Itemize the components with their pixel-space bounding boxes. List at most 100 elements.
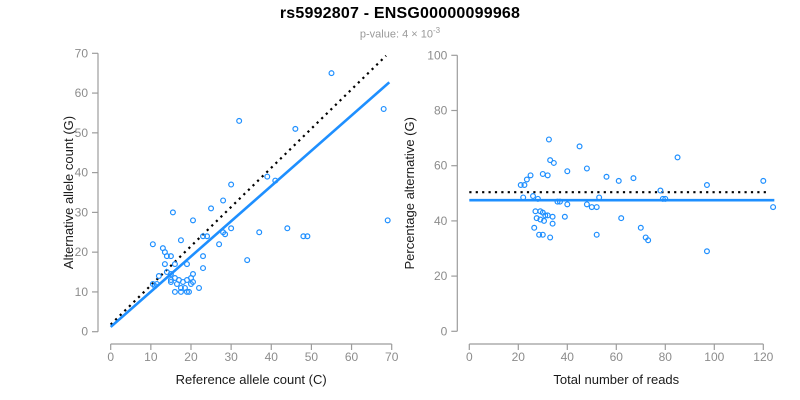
data-point — [545, 136, 552, 143]
data-point — [603, 173, 610, 180]
data-point — [149, 241, 156, 248]
data-point — [520, 194, 527, 201]
data-point — [167, 253, 174, 260]
data-point — [564, 168, 571, 175]
data-point — [200, 265, 207, 272]
data-point — [703, 182, 710, 189]
data-point — [534, 195, 541, 202]
data-point — [256, 229, 263, 236]
data-point — [171, 261, 178, 268]
data-point — [550, 159, 557, 166]
data-point — [161, 261, 168, 268]
x-tick-label: 120 — [753, 350, 773, 364]
data-point — [596, 194, 603, 201]
data-point — [304, 233, 311, 240]
subtitle-text: p-value: 4 × 10 — [359, 28, 433, 41]
data-point — [760, 177, 767, 184]
data-point — [177, 288, 184, 295]
y-tick-label: 20 — [434, 269, 448, 283]
data-point — [539, 231, 546, 238]
x-tick-label: 10 — [144, 350, 158, 364]
x-tick-label: 0 — [466, 350, 473, 364]
data-point — [200, 233, 207, 240]
x-tick-label: 80 — [659, 350, 673, 364]
x-tick-label: 50 — [305, 350, 319, 364]
data-point — [547, 157, 554, 164]
data-point — [630, 175, 637, 182]
x-tick-label: 70 — [385, 350, 399, 364]
y-tick-label: 50 — [75, 126, 89, 140]
data-point — [517, 182, 524, 189]
y-tick-label: 20 — [75, 245, 89, 259]
data-point — [177, 284, 184, 291]
data-point — [674, 154, 681, 161]
data-point — [189, 271, 196, 278]
data-points — [517, 136, 777, 255]
data-point — [220, 197, 227, 204]
data-point — [533, 215, 540, 222]
axes — [92, 52, 393, 350]
y-tick-label: 100 — [427, 48, 447, 62]
data-point — [662, 195, 669, 202]
x-tick-label: 60 — [610, 350, 624, 364]
data-point — [561, 213, 568, 220]
x-axis-title: Total number of reads — [553, 372, 679, 387]
y-axis-title: Percentage alternative (G) — [402, 117, 417, 269]
data-point — [554, 198, 561, 205]
x-tick-label: 40 — [265, 350, 279, 364]
data-point — [155, 273, 162, 280]
regression-line — [109, 81, 391, 328]
y-tick-label: 0 — [441, 324, 448, 338]
x-tick-label: 100 — [704, 350, 724, 364]
data-point — [523, 176, 530, 183]
y-tick-label: 30 — [75, 205, 89, 219]
data-point — [167, 271, 174, 278]
data-point — [153, 280, 160, 287]
data-point — [544, 172, 551, 179]
data-point — [618, 215, 625, 222]
x-tick-label: 20 — [512, 350, 526, 364]
x-tick-label: 60 — [345, 350, 359, 364]
data-point — [208, 205, 215, 212]
data-point — [521, 182, 528, 189]
x-tick-label: 30 — [224, 350, 238, 364]
data-point — [583, 165, 590, 172]
data-point — [284, 225, 291, 232]
data-point — [645, 237, 652, 244]
data-point — [196, 284, 203, 291]
data-point — [244, 257, 251, 264]
data-point — [177, 237, 184, 244]
data-point — [657, 187, 664, 194]
data-point — [615, 177, 622, 184]
data-point — [384, 217, 391, 224]
y-tick-label: 0 — [81, 325, 88, 339]
subtitle-exponent: -3 — [432, 26, 441, 35]
data-point — [171, 288, 178, 295]
data-point — [292, 125, 299, 132]
data-point — [537, 216, 544, 223]
data-point — [576, 143, 583, 150]
data-points — [149, 70, 391, 295]
data-point — [659, 195, 666, 202]
data-point — [564, 201, 571, 208]
figure-subtitle: p-value: 4 × 10-3 — [0, 26, 800, 41]
y-tick-label: 60 — [434, 159, 448, 173]
data-point — [770, 204, 777, 211]
data-point — [185, 288, 192, 295]
data-point — [163, 253, 170, 260]
data-point — [541, 217, 548, 224]
figure-title: rs5992807 - ENSG00000099968 — [279, 5, 521, 22]
data-point — [531, 224, 538, 231]
data-point — [583, 201, 590, 208]
data-point — [300, 233, 307, 240]
x-tick-label: 0 — [107, 350, 114, 364]
expected-identity-line — [109, 54, 387, 326]
data-point — [549, 220, 556, 227]
y-tick-label: 40 — [75, 166, 89, 180]
data-point — [222, 231, 229, 238]
data-point — [167, 276, 174, 283]
x-tick-label: 20 — [184, 350, 198, 364]
data-point — [228, 225, 235, 232]
data-point — [200, 253, 207, 260]
y-tick-label: 10 — [75, 285, 89, 299]
